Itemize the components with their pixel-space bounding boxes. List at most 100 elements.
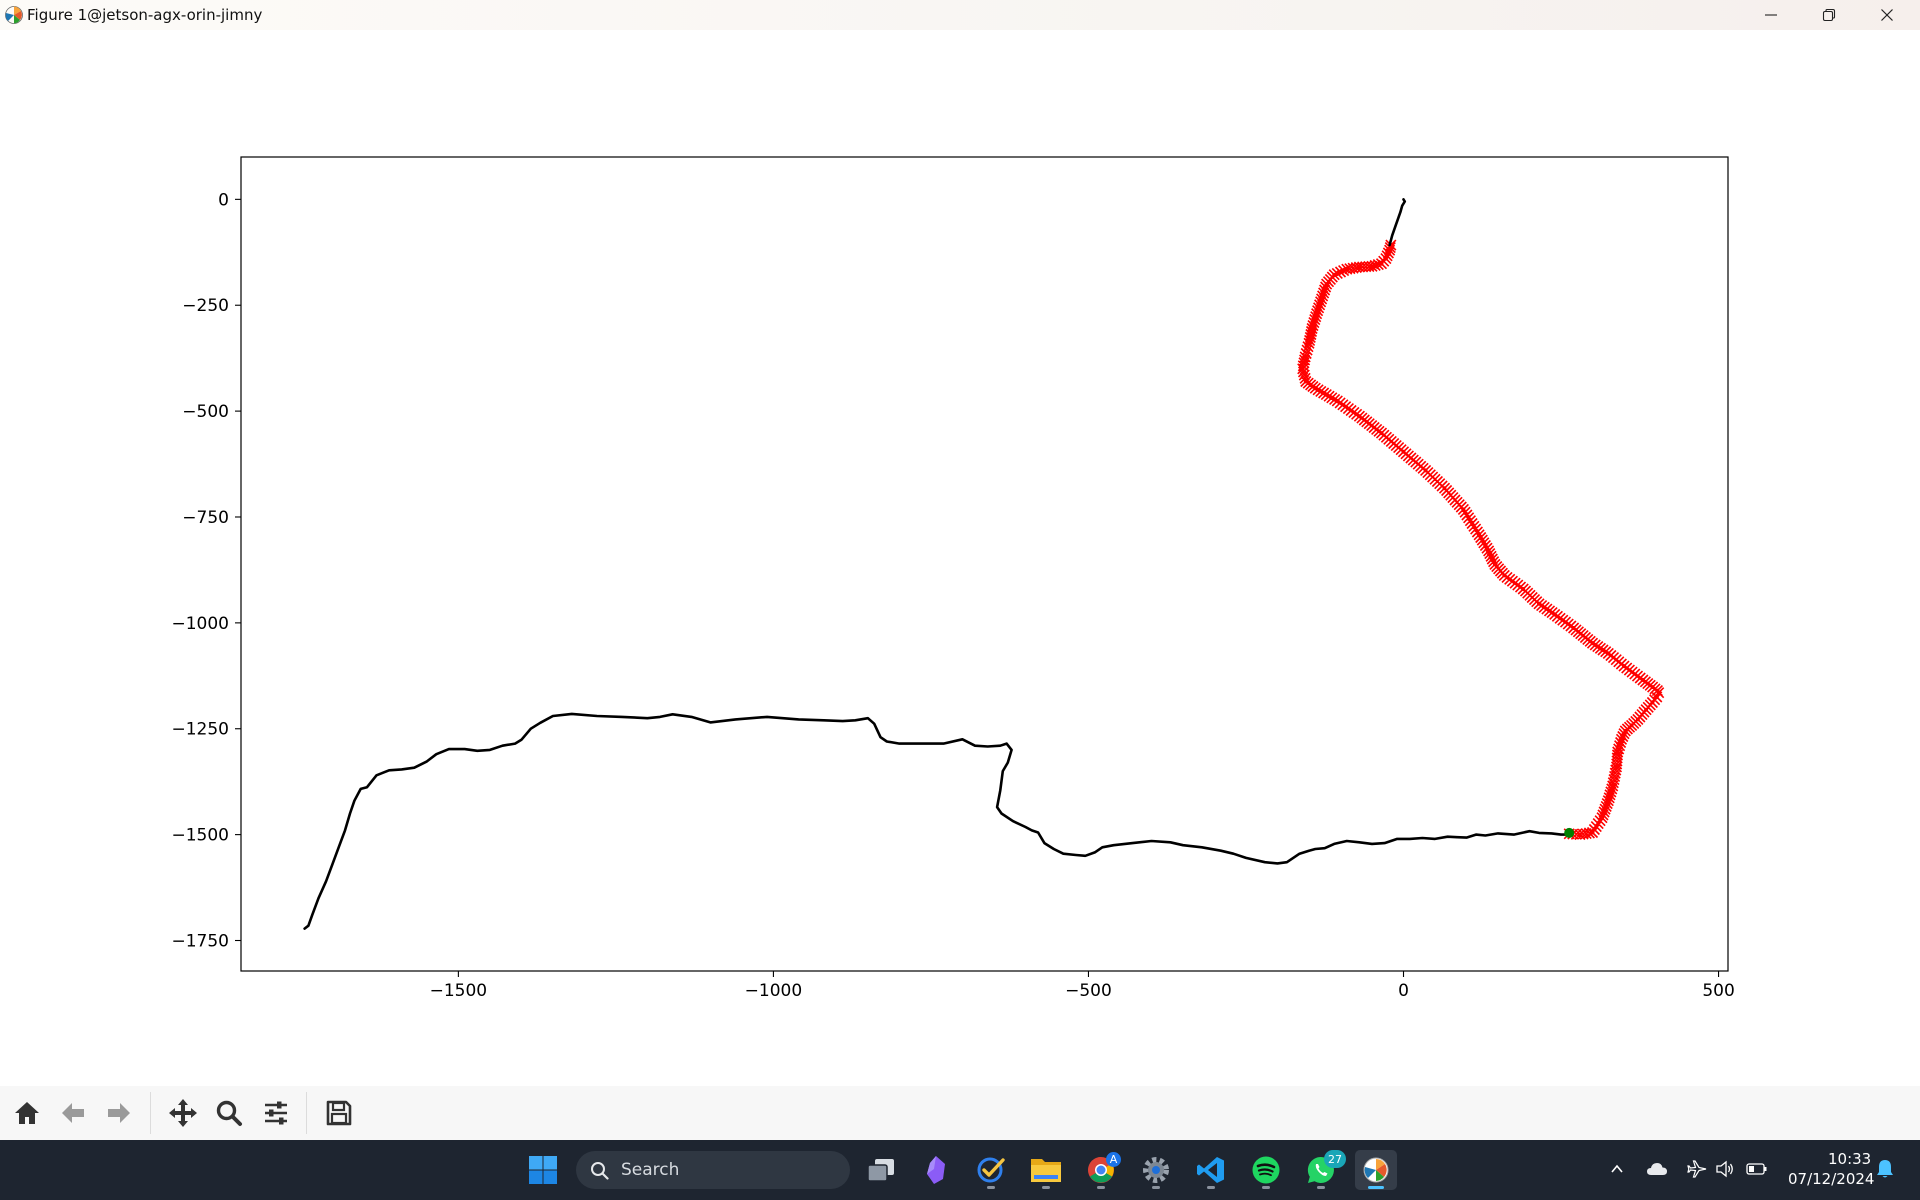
close-button[interactable] <box>1858 0 1916 30</box>
obsidian-icon <box>927 1156 945 1184</box>
home-icon <box>15 1102 39 1124</box>
zoom-icon <box>216 1100 242 1126</box>
x-marker-point <box>1635 717 1640 722</box>
x-marker-point <box>1303 379 1308 384</box>
x-marker-point <box>1492 562 1497 567</box>
y-tick-label: −1250 <box>171 720 229 740</box>
pan-button[interactable] <box>164 1094 202 1132</box>
search-icon <box>591 1162 609 1180</box>
vscode-icon <box>1197 1157 1224 1183</box>
battery-button[interactable] <box>1746 1158 1768 1180</box>
taskbar-app-chrome[interactable]: A <box>1080 1150 1122 1190</box>
x-marker-point <box>1442 486 1447 491</box>
back-icon <box>62 1103 84 1123</box>
taskbar-app-vscode[interactable] <box>1190 1150 1232 1190</box>
y-tick-label: −1500 <box>171 826 229 846</box>
clock-time[interactable]: 10:33 <box>1828 1150 1872 1168</box>
x-marker-point <box>1357 265 1362 270</box>
chrome-profile-badge: A <box>1106 1152 1121 1167</box>
x-marker-point <box>1640 678 1645 682</box>
taskbar-app-obsidian[interactable] <box>915 1150 957 1190</box>
x-marker-point <box>1521 587 1526 591</box>
active-indicator <box>1368 1186 1384 1189</box>
x-marker-point <box>1571 626 1576 630</box>
x-marker-point <box>1379 431 1384 436</box>
x-marker-point <box>1332 272 1337 277</box>
trajectory-line-2 <box>1388 198 1407 247</box>
home-button[interactable] <box>8 1094 46 1132</box>
x-marker-point <box>1537 601 1541 606</box>
navigation-toolbar <box>0 1086 1920 1140</box>
x-marker-point <box>1654 695 1659 699</box>
chrome-icon <box>1088 1157 1114 1183</box>
taskbar-app-todo[interactable] <box>970 1150 1012 1190</box>
x-marker-point <box>1614 764 1619 769</box>
x-marker-point <box>1303 354 1308 359</box>
x-axis: −1500 −1000 −500 0 500 <box>430 971 1735 1001</box>
windows-taskbar: Search <box>0 1140 1920 1200</box>
x-marker-point <box>1319 296 1324 301</box>
save-button[interactable] <box>320 1094 358 1132</box>
x-marker-point <box>1335 398 1340 403</box>
restore-icon <box>1822 8 1836 22</box>
running-indicator <box>1317 1186 1325 1189</box>
y-tick-label: −500 <box>182 402 229 422</box>
windows-start-icon <box>529 1156 557 1184</box>
minimize-icon <box>1765 14 1777 16</box>
taskbar-search[interactable]: Search <box>576 1151 850 1189</box>
x-marker-point <box>1590 641 1595 646</box>
restore-button[interactable] <box>1800 0 1858 30</box>
volume-button[interactable] <box>1714 1158 1736 1180</box>
trajectory-plot: −1500 −1000 −500 0 500 0 −250 −500 −750 −1000 −12… <box>171 156 1735 1001</box>
start-button[interactable] <box>522 1150 564 1190</box>
x-marker-point <box>1600 815 1604 820</box>
taskbar-app-whatsapp[interactable]: 27 <box>1300 1150 1346 1190</box>
x-marker-point <box>1502 573 1507 578</box>
zoom-button[interactable] <box>210 1094 248 1132</box>
airplane-mode-button[interactable] <box>1686 1158 1708 1180</box>
x-marker-point <box>1387 248 1392 253</box>
toolbar-separator <box>150 1092 151 1134</box>
x-marker-point <box>1370 264 1374 269</box>
task-view-button[interactable] <box>860 1150 902 1190</box>
configure-subplots-button[interactable] <box>257 1094 295 1132</box>
chevron-up-icon <box>1611 1164 1623 1173</box>
configure-subplots-icon <box>265 1101 287 1125</box>
x-marker-point <box>1401 449 1406 454</box>
x-marker-point <box>1310 326 1315 331</box>
series-layer <box>303 198 1665 930</box>
x-marker-point <box>1486 548 1491 553</box>
x-marker-point <box>1477 532 1482 537</box>
notification-center-button[interactable] <box>1874 1158 1896 1180</box>
taskbar-app-figure[interactable] <box>1355 1150 1397 1190</box>
window-title-bar: Figure 1@jetson-agx-orin-jimny <box>0 0 1920 30</box>
clock-date[interactable]: 07/12/2024 <box>1788 1170 1875 1188</box>
toolbar-separator <box>306 1092 307 1134</box>
onedrive-button[interactable] <box>1646 1158 1668 1180</box>
figure-canvas[interactable]: −1500 −1000 −500 0 500 0 −250 −500 −750 −1000 −12… <box>0 30 1920 1086</box>
todo-icon <box>977 1157 1005 1183</box>
x-tick-label: 0 <box>1398 981 1409 1001</box>
forward-button[interactable] <box>100 1094 138 1132</box>
show-hidden-icons-button[interactable] <box>1606 1158 1628 1180</box>
x-marker-point <box>1590 830 1595 835</box>
minimize-button[interactable] <box>1742 0 1800 30</box>
forward-icon <box>108 1103 130 1123</box>
axes-frame <box>240 156 1729 972</box>
taskbar-app-settings[interactable] <box>1135 1150 1177 1190</box>
x-marker-point <box>1619 737 1624 742</box>
settings-icon <box>1143 1157 1169 1183</box>
taskbar-app-file-explorer[interactable] <box>1025 1150 1067 1190</box>
x-marker-point <box>1357 414 1362 419</box>
running-indicator <box>1152 1186 1160 1189</box>
x-marker-point <box>1423 468 1428 473</box>
back-button[interactable] <box>54 1094 92 1132</box>
running-indicator <box>987 1186 995 1189</box>
matplotlib-figure-icon <box>1363 1157 1389 1183</box>
running-indicator <box>1207 1186 1215 1189</box>
x-marker-point <box>1610 783 1615 788</box>
task-view-icon <box>867 1159 894 1182</box>
taskbar-app-spotify[interactable] <box>1245 1150 1287 1190</box>
x-marker-point <box>1324 282 1329 287</box>
running-indicator <box>1042 1186 1050 1189</box>
